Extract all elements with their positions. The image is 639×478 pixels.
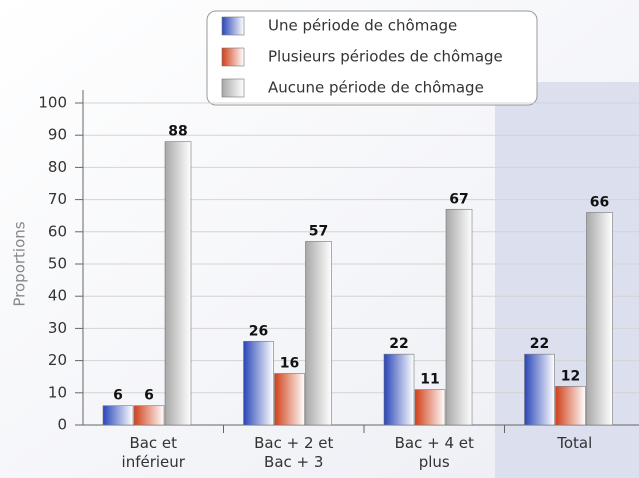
x-tick-line: Bac + 4 et bbox=[395, 434, 474, 452]
legend-swatch bbox=[221, 78, 245, 98]
value-label: 11 bbox=[420, 372, 439, 388]
bar bbox=[133, 405, 165, 426]
x-tick-line: Total bbox=[556, 434, 592, 452]
legend-swatch bbox=[221, 47, 245, 67]
y-tick-label: 20 bbox=[48, 351, 67, 369]
x-tick-label: Total bbox=[556, 434, 592, 452]
legend-label: Une période de chômage bbox=[268, 17, 457, 35]
value-label: 88 bbox=[168, 124, 187, 140]
value-label: 12 bbox=[561, 368, 580, 384]
x-tick-line: Bac et bbox=[129, 434, 177, 452]
x-tick-line: Bac + 2 et bbox=[254, 434, 333, 452]
value-label: 16 bbox=[280, 355, 299, 371]
bar bbox=[274, 373, 305, 426]
x-tick-line: inférieur bbox=[122, 453, 186, 471]
value-label: 57 bbox=[309, 223, 328, 239]
legend bbox=[206, 10, 538, 106]
x-tick-label: Bac + 4 et plus bbox=[395, 434, 474, 471]
legend-label: Aucune période de chômage bbox=[268, 79, 484, 97]
y-tick-label: 40 bbox=[48, 287, 67, 305]
bar bbox=[555, 386, 586, 426]
bar bbox=[445, 208, 473, 426]
y-tick-label: 60 bbox=[48, 222, 67, 240]
y-tick-label: 90 bbox=[48, 126, 67, 144]
bar bbox=[243, 340, 274, 426]
y-tick-label: 10 bbox=[48, 383, 67, 401]
y-tick-label: 50 bbox=[48, 255, 67, 273]
x-tick-label: Bac + 2 et Bac + 3 bbox=[254, 434, 333, 471]
bar bbox=[383, 353, 415, 426]
bar bbox=[164, 141, 192, 426]
value-label: 22 bbox=[530, 336, 549, 352]
bar bbox=[305, 241, 332, 426]
x-tick-label: Bac et inférieur bbox=[122, 434, 186, 471]
y-tick-label: 100 bbox=[38, 94, 67, 112]
value-label: 6 bbox=[144, 388, 154, 404]
y-axis-label: Proportions bbox=[11, 221, 29, 306]
legend-swatch bbox=[221, 16, 245, 36]
value-label: 66 bbox=[590, 194, 609, 210]
value-label: 22 bbox=[389, 336, 408, 352]
y-tick-label: 30 bbox=[48, 319, 67, 337]
value-label: 67 bbox=[449, 191, 468, 207]
bar bbox=[586, 212, 613, 426]
value-label: 6 bbox=[113, 388, 123, 404]
bar bbox=[524, 353, 555, 426]
y-tick-label: 80 bbox=[48, 158, 67, 176]
bar bbox=[102, 405, 134, 426]
bar bbox=[414, 389, 446, 426]
legend-label: Plusieurs périodes de chômage bbox=[268, 48, 503, 66]
y-tick-label: 70 bbox=[48, 190, 67, 208]
x-tick-line: Bac + 3 bbox=[264, 453, 323, 471]
x-tick-line: plus bbox=[419, 453, 450, 471]
y-tick-label: 0 bbox=[57, 416, 67, 434]
value-label: 26 bbox=[249, 323, 268, 339]
